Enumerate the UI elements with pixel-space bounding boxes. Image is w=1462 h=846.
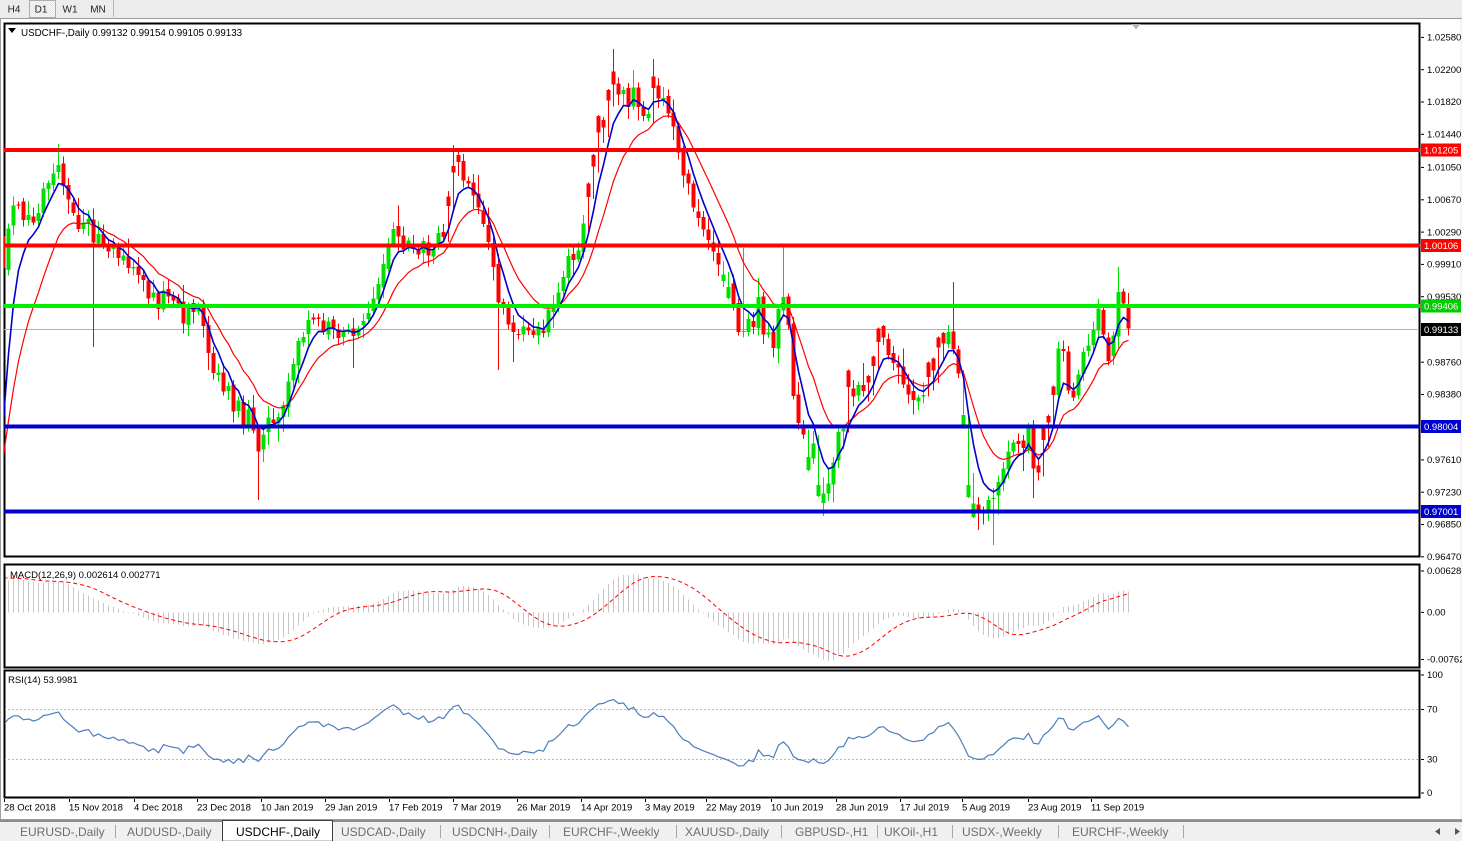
svg-text:29 Jan 2019: 29 Jan 2019 — [325, 803, 377, 814]
svg-text:0.99910: 0.99910 — [1427, 260, 1461, 271]
svg-text:GBPUSD-,H1: GBPUSD-,H1 — [795, 825, 869, 839]
svg-text:1.01050: 1.01050 — [1427, 163, 1461, 174]
svg-text:17 Jul 2019: 17 Jul 2019 — [900, 803, 949, 814]
svg-text:1.02580: 1.02580 — [1427, 33, 1461, 44]
svg-text:USDX-,Weekly: USDX-,Weekly — [962, 825, 1042, 839]
svg-text:0.97610: 0.97610 — [1427, 455, 1461, 466]
svg-text:0.96850: 0.96850 — [1427, 520, 1461, 531]
svg-text:3 May 2019: 3 May 2019 — [645, 803, 695, 814]
svg-text:1.02200: 1.02200 — [1427, 65, 1461, 76]
svg-text:0.97230: 0.97230 — [1427, 487, 1461, 498]
svg-text:1.01205: 1.01205 — [1424, 146, 1458, 157]
svg-text:7 Mar 2019: 7 Mar 2019 — [453, 803, 501, 814]
svg-text:UKOil-,H1: UKOil-,H1 — [884, 825, 938, 839]
svg-text:USDCHF-,Daily 0.99132 0.99154: USDCHF-,Daily 0.99132 0.99154 0.99105 0.… — [21, 28, 243, 39]
svg-text:1.01820: 1.01820 — [1427, 97, 1461, 108]
svg-text:23 Aug 2019: 23 Aug 2019 — [1028, 803, 1081, 814]
svg-text:0.99406: 0.99406 — [1424, 302, 1458, 313]
svg-text:100: 100 — [1427, 670, 1443, 681]
svg-text:H4: H4 — [8, 5, 21, 16]
svg-text:26 Mar 2019: 26 Mar 2019 — [517, 803, 570, 814]
svg-text:0.98760: 0.98760 — [1427, 357, 1461, 368]
svg-text:1.00670: 1.00670 — [1427, 195, 1461, 206]
svg-text:0.00: 0.00 — [1427, 608, 1446, 619]
svg-text:0.96470: 0.96470 — [1427, 552, 1461, 563]
svg-text:W1: W1 — [63, 5, 78, 16]
svg-text:1.00290: 1.00290 — [1427, 227, 1461, 238]
svg-text:30: 30 — [1427, 755, 1438, 766]
svg-text:0.97001: 0.97001 — [1424, 507, 1458, 518]
svg-text:10 Jan 2019: 10 Jan 2019 — [261, 803, 313, 814]
svg-text:28 Jun 2019: 28 Jun 2019 — [836, 803, 888, 814]
svg-text:10 Jun 2019: 10 Jun 2019 — [771, 803, 823, 814]
svg-text:0: 0 — [1427, 788, 1432, 799]
svg-text:15 Nov 2018: 15 Nov 2018 — [69, 803, 123, 814]
svg-text:MN: MN — [90, 5, 106, 16]
svg-text:USDCNH-,Daily: USDCNH-,Daily — [452, 825, 537, 839]
svg-text:USDCHF-,Daily: USDCHF-,Daily — [236, 825, 320, 839]
svg-text:EURCHF-,Weekly: EURCHF-,Weekly — [563, 825, 659, 839]
svg-text:14 Apr 2019: 14 Apr 2019 — [581, 803, 632, 814]
svg-text:1.00106: 1.00106 — [1424, 241, 1458, 252]
svg-text:USDCAD-,Daily: USDCAD-,Daily — [341, 825, 426, 839]
svg-text:70: 70 — [1427, 705, 1438, 716]
svg-text:28 Oct 2018: 28 Oct 2018 — [4, 803, 56, 814]
svg-text:-0.00762: -0.00762 — [1427, 655, 1462, 666]
svg-text:4 Dec 2018: 4 Dec 2018 — [134, 803, 183, 814]
svg-text:5 Aug 2019: 5 Aug 2019 — [962, 803, 1010, 814]
svg-text:0.006286: 0.006286 — [1427, 566, 1462, 577]
svg-text:0.98380: 0.98380 — [1427, 390, 1461, 401]
svg-text:1.01440: 1.01440 — [1427, 130, 1461, 141]
svg-text:AUDUSD-,Daily: AUDUSD-,Daily — [127, 825, 212, 839]
svg-text:D1: D1 — [35, 5, 48, 16]
svg-text:EURCHF-,Weekly: EURCHF-,Weekly — [1072, 825, 1168, 839]
svg-text:XAUUSD-,Daily: XAUUSD-,Daily — [685, 825, 769, 839]
svg-text:EURUSD-,Daily: EURUSD-,Daily — [20, 825, 105, 839]
svg-text:RSI(14) 53.9981: RSI(14) 53.9981 — [8, 675, 78, 686]
svg-text:0.98004: 0.98004 — [1424, 422, 1458, 433]
svg-text:17 Feb 2019: 17 Feb 2019 — [389, 803, 442, 814]
svg-text:0.99530: 0.99530 — [1427, 292, 1461, 303]
svg-text:22 May 2019: 22 May 2019 — [706, 803, 761, 814]
svg-text:23 Dec 2018: 23 Dec 2018 — [197, 803, 251, 814]
svg-text:MACD(12,26,9) 0.002614 0.00277: MACD(12,26,9) 0.002614 0.002771 — [10, 570, 161, 581]
svg-text:11 Sep 2019: 11 Sep 2019 — [1091, 803, 1144, 814]
svg-text:0.99133: 0.99133 — [1424, 325, 1458, 336]
